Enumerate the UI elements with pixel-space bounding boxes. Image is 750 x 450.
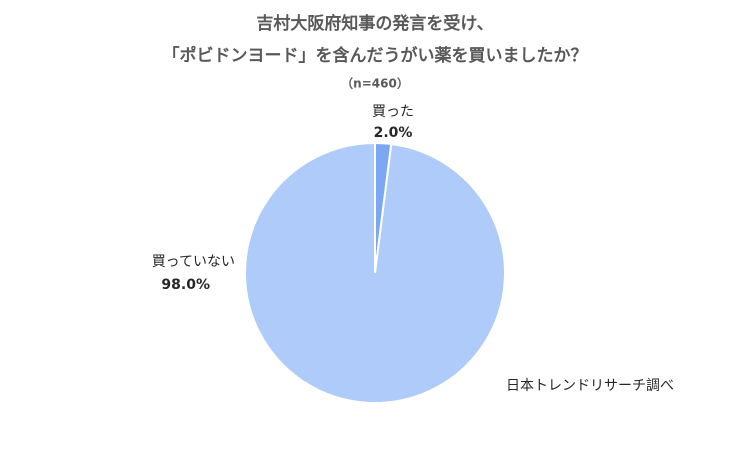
chart-subtitle: （n=460） xyxy=(341,76,409,91)
slice-label: 買っていない xyxy=(152,254,235,270)
chart-title: 「ポビドンヨード」を含んだうがい薬を買いましたか？ xyxy=(163,45,588,66)
data-label: 2.0% xyxy=(374,125,413,141)
data-label: 98.0% xyxy=(161,277,210,293)
source-note: 日本トレンドリサーチ調べ xyxy=(506,378,674,394)
chart-title: 吉村大阪府知事の発言を受け、 xyxy=(256,13,493,34)
pie-slice xyxy=(244,141,506,404)
slice-label: 買った xyxy=(372,104,414,120)
